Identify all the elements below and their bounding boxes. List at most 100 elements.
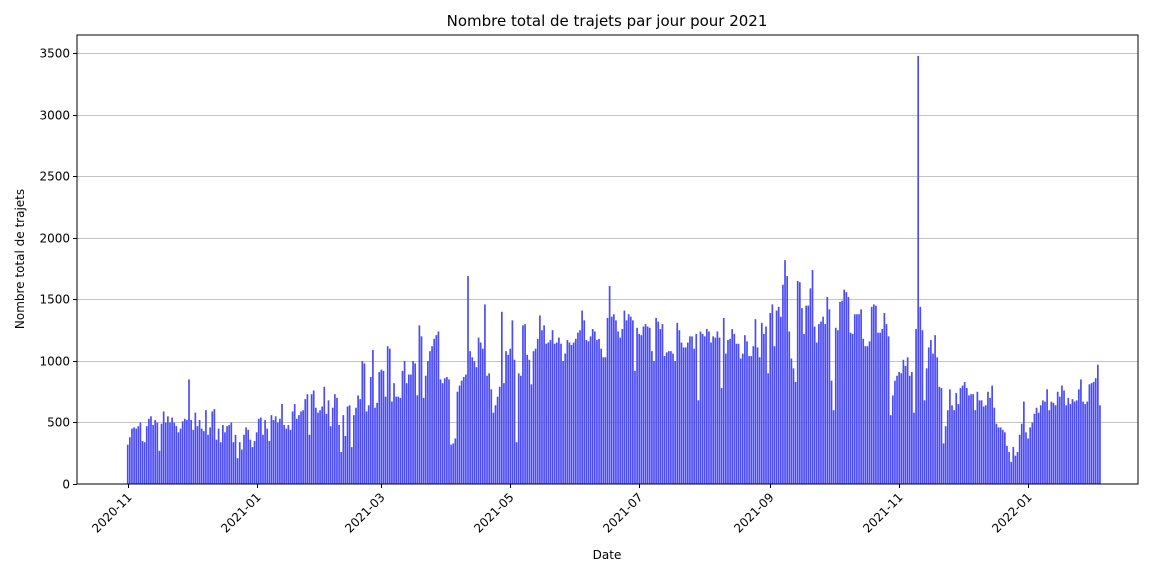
bar	[653, 360, 655, 484]
y-tick-label: 1500	[39, 293, 70, 307]
bar	[858, 314, 860, 484]
bar	[1014, 455, 1017, 484]
bar	[756, 347, 759, 484]
bar	[255, 432, 258, 484]
bar	[1077, 389, 1080, 484]
bar	[1025, 432, 1027, 484]
bar	[321, 406, 324, 484]
bar	[399, 397, 402, 484]
bar	[251, 447, 254, 484]
bar	[786, 276, 788, 484]
bar	[534, 348, 537, 484]
bar	[600, 348, 602, 484]
bar	[249, 439, 252, 484]
bar	[1044, 401, 1046, 484]
bar	[374, 407, 376, 484]
bar	[526, 354, 529, 484]
x-axis-label: Date	[593, 548, 622, 562]
bar	[993, 407, 996, 484]
bar	[403, 360, 406, 484]
bar	[327, 400, 330, 484]
bar	[270, 415, 273, 484]
bar	[340, 452, 343, 484]
bar	[492, 412, 495, 484]
bar	[558, 337, 560, 484]
bar	[684, 347, 687, 484]
bar	[353, 415, 355, 484]
bar	[735, 343, 738, 484]
bar	[431, 346, 433, 484]
bar	[420, 336, 423, 484]
bar	[532, 351, 535, 484]
bar	[566, 340, 569, 484]
bar	[285, 428, 288, 484]
bar	[156, 422, 159, 484]
bar	[834, 327, 837, 484]
bar	[714, 337, 717, 484]
bar	[843, 289, 846, 484]
bar	[433, 338, 436, 484]
bar	[691, 336, 693, 484]
bar	[627, 314, 630, 484]
bar	[830, 380, 833, 484]
bar	[283, 424, 285, 484]
bar	[748, 356, 750, 484]
bar	[712, 336, 715, 484]
bar	[452, 443, 455, 484]
bar	[932, 353, 934, 484]
bar	[868, 341, 871, 484]
bar	[177, 432, 180, 484]
bar	[186, 420, 188, 484]
bar	[160, 423, 163, 484]
bar	[894, 380, 896, 484]
bar	[520, 375, 522, 484]
bar	[883, 313, 886, 484]
bar	[644, 324, 647, 484]
bar	[498, 386, 501, 484]
bar	[1073, 401, 1076, 484]
bar	[989, 397, 991, 484]
bar	[773, 346, 776, 484]
bar	[1086, 401, 1089, 484]
bar	[991, 385, 994, 484]
bar	[1001, 429, 1004, 484]
bar	[137, 426, 140, 484]
bar	[247, 429, 250, 484]
bar	[1063, 390, 1065, 484]
bar	[782, 284, 784, 484]
bar	[293, 404, 296, 484]
bar	[429, 351, 431, 484]
bar	[974, 410, 977, 484]
bar	[238, 442, 241, 484]
bar	[314, 407, 317, 484]
bar	[192, 429, 195, 484]
bar	[923, 400, 926, 484]
bar	[475, 367, 478, 484]
bar	[443, 378, 446, 484]
bar	[577, 332, 579, 484]
bar	[887, 336, 890, 484]
bar	[807, 305, 810, 484]
bar	[471, 357, 474, 484]
bar	[1037, 412, 1040, 484]
bar	[853, 314, 856, 484]
bar	[818, 324, 820, 484]
bar	[722, 317, 725, 484]
bar	[1075, 400, 1078, 484]
bar	[636, 327, 638, 484]
bar	[524, 324, 526, 484]
bar	[274, 416, 277, 484]
bar	[1069, 404, 1072, 484]
bar	[583, 320, 586, 484]
bar	[505, 351, 507, 484]
bar	[737, 343, 740, 484]
bar	[391, 401, 393, 484]
bar	[667, 351, 670, 484]
bar	[279, 418, 281, 484]
bar	[970, 394, 972, 484]
bar	[587, 341, 590, 484]
bar	[615, 320, 617, 484]
bar	[209, 427, 211, 484]
y-tick-label: 1000	[39, 355, 70, 369]
